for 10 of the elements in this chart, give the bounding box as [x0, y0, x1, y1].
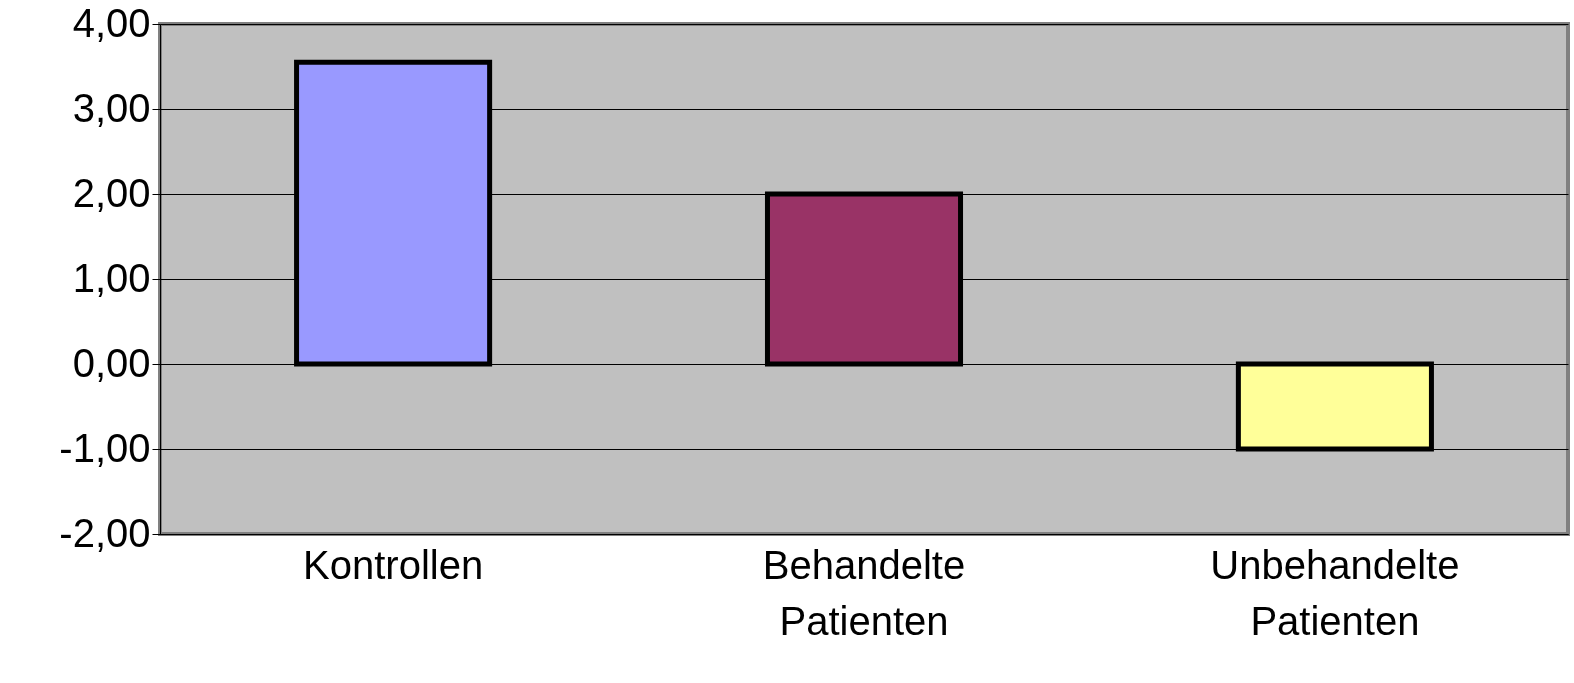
y-tick-label: 3,00 — [72, 85, 151, 130]
y-tick-label: -2,00 — [59, 510, 151, 555]
y-tick-label: 2,00 — [72, 170, 151, 215]
y-tick-label: -1,00 — [59, 425, 151, 470]
y-tick-label: 1,00 — [72, 255, 151, 300]
x-tick-label: Behandelte Patienten — [762, 542, 966, 643]
x-tick-label: Kontrollen — [303, 542, 484, 587]
y-tick-label: 0,00 — [72, 340, 151, 385]
y-tick-label: 4,00 — [72, 0, 151, 45]
x-tick-label: Unbehandelte Patienten — [1210, 542, 1460, 643]
